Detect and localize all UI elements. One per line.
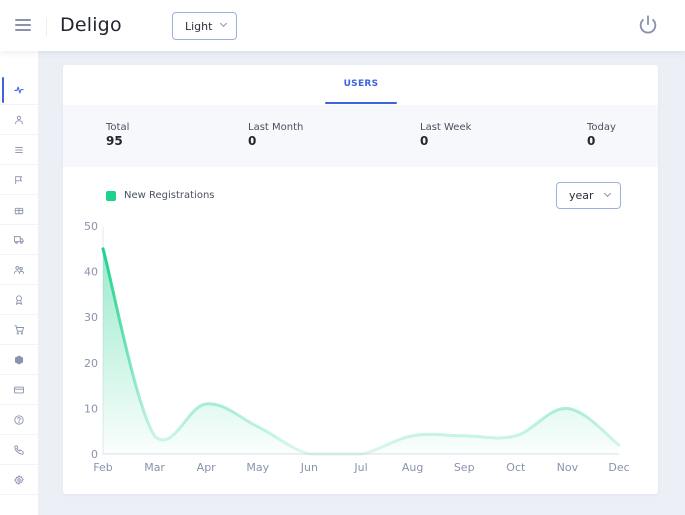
divider [46, 18, 47, 36]
x-tick-label: Oct [506, 461, 526, 474]
stat-value: 95 [106, 134, 123, 148]
theme-select[interactable]: Light [172, 12, 237, 40]
tab-users-label: USERS [343, 79, 379, 89]
sidebar-item-truck[interactable] [0, 225, 38, 255]
tab-users[interactable]: USERS [325, 65, 397, 104]
x-tick-label: Dec [608, 461, 629, 474]
stat-total: Total 95 [106, 121, 129, 149]
stat-label: Last Month [248, 122, 304, 133]
x-tick-label: Mar [144, 461, 165, 474]
sidebar [0, 51, 38, 515]
sidebar-item-activity[interactable] [0, 75, 38, 105]
x-tick-label: Jul [353, 461, 367, 474]
stat-label: Today [587, 122, 616, 133]
legend-label: New Registrations [124, 190, 215, 201]
stat-value: 0 [587, 134, 596, 148]
y-tick-label: 30 [84, 311, 98, 324]
users-card: USERS Total 95 Last Month 0 Last Week 0 … [63, 65, 658, 494]
list-icon [15, 146, 23, 153]
sidebar-item-badge[interactable] [0, 285, 38, 315]
y-tick-label: 10 [84, 402, 98, 415]
y-tick-label: 40 [84, 266, 98, 279]
package-icon [14, 354, 24, 365]
sidebar-item-list[interactable] [0, 135, 38, 165]
sidebar-item-settings[interactable] [0, 465, 38, 495]
active-tab-indicator [325, 102, 397, 104]
y-tick-label: 20 [84, 357, 98, 370]
stat-today: Today 0 [587, 121, 616, 149]
period-select-value: year [569, 189, 594, 202]
truck-icon [14, 235, 24, 244]
stat-last-week: Last Week 0 [420, 121, 471, 149]
stat-last-month: Last Month 0 [248, 121, 303, 149]
chart-legend[interactable]: New Registrations [106, 190, 215, 201]
x-tick-label: Nov [557, 461, 579, 474]
stats-row: Total 95 Last Month 0 Last Week 0 Today … [63, 105, 658, 167]
sidebar-item-users[interactable] [0, 255, 38, 285]
y-tick-label: 0 [91, 448, 98, 461]
sidebar-item-help[interactable] [0, 405, 38, 435]
y-axis: 0 10 20 30 40 50 [84, 220, 104, 461]
sidebar-item-user[interactable] [0, 105, 38, 135]
help-circle-icon [14, 414, 24, 425]
stat-label: Last Week [420, 122, 472, 133]
sidebar-item-credit-card[interactable] [0, 375, 38, 405]
sidebar-item-flag[interactable] [0, 165, 38, 195]
settings-icon [14, 474, 24, 485]
chevron-down-icon [219, 19, 228, 28]
x-tick-label: Aug [402, 461, 423, 474]
sidebar-item-package[interactable] [0, 345, 38, 375]
activity-icon [14, 86, 24, 93]
x-tick-label: Apr [197, 461, 217, 474]
users-icon [14, 265, 24, 274]
chevron-down-icon [603, 189, 612, 198]
sidebar-item-gift[interactable] [0, 195, 38, 225]
series-line [101, 247, 621, 456]
power-icon[interactable] [637, 13, 659, 37]
x-tick-label: Sep [454, 461, 475, 474]
cart-icon [14, 324, 24, 334]
stat-value: 0 [420, 134, 429, 148]
x-tick-label: May [246, 461, 269, 474]
period-select[interactable]: year [556, 182, 621, 209]
x-tick-label: Jun [300, 461, 318, 474]
user-icon [15, 115, 23, 124]
stat-value: 0 [248, 134, 257, 148]
y-tick-label: 50 [84, 220, 98, 233]
top-bar: Deligo Light [0, 0, 685, 51]
stat-label: Total [106, 122, 130, 133]
flag-icon [15, 175, 23, 184]
theme-select-value: Light [185, 19, 213, 33]
sidebar-item-cart[interactable] [0, 315, 38, 345]
brand-title: Deligo [60, 14, 122, 36]
x-axis: Feb Mar Apr May Jun Jul Aug Sep Oct Nov Dec [93, 453, 630, 474]
registrations-chart: 0 10 20 30 40 50 Feb Mar Apr May Jun Jul Aug Sep Oct N… [84, 220, 630, 474]
legend-swatch [106, 190, 116, 201]
badge-icon [15, 294, 23, 305]
phone-icon [14, 444, 24, 455]
sidebar-item-phone[interactable] [0, 435, 38, 465]
x-tick-label: Feb [93, 461, 112, 474]
hamburger-icon[interactable] [15, 19, 31, 31]
gift-icon [14, 207, 24, 214]
series-area [103, 248, 619, 454]
credit-card-icon [14, 386, 24, 393]
